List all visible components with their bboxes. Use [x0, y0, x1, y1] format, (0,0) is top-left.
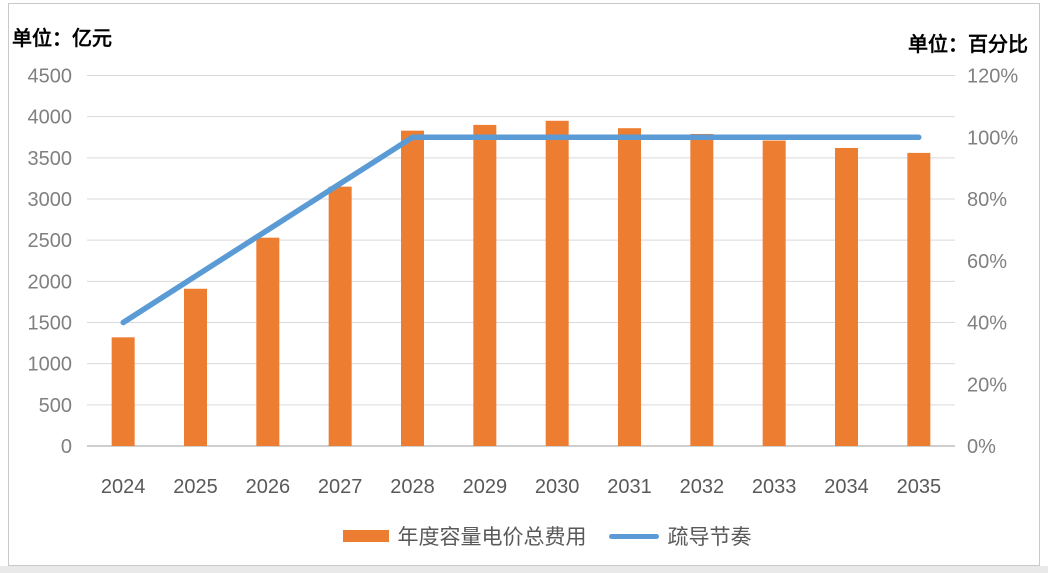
bar-2027 — [328, 186, 352, 446]
left-axis-tick-label: 0 — [61, 436, 72, 458]
x-axis-label: 2031 — [607, 476, 652, 498]
bar-2025 — [184, 288, 207, 446]
left-axis-tick-label: 3500 — [28, 148, 73, 170]
x-axis-label: 2024 — [101, 476, 146, 498]
x-axis-label: 2027 — [318, 476, 363, 498]
right-axis-tick-label: 20% — [967, 374, 1007, 396]
right-axis-tick-label: 60% — [967, 251, 1007, 273]
left-axis-unit-title: 单位：亿元 — [12, 28, 112, 50]
bar-2029 — [473, 124, 497, 447]
chart-legend: 年度容量电价总费用 疏导节奏 — [0, 521, 1048, 551]
bar-2026 — [256, 237, 280, 446]
right-axis-unit-title: 单位：百分比 — [908, 34, 1028, 56]
left-axis-tick-label: 500 — [39, 395, 72, 417]
right-axis-tick-label: 40% — [967, 313, 1007, 335]
x-axis-label: 2030 — [535, 476, 580, 498]
line-series-swatch — [608, 533, 659, 539]
left-axis-tick-label: 1000 — [28, 354, 73, 376]
left-axis-tick-label: 1500 — [28, 313, 73, 335]
bar-series-label: 年度容量电价总费用 — [397, 526, 587, 549]
bar-series-swatch — [342, 530, 389, 542]
bar-2030 — [545, 120, 569, 447]
bar-2033 — [762, 140, 786, 446]
left-axis-tick-label: 4500 — [28, 66, 73, 88]
bar-2032 — [690, 133, 714, 446]
pace-line — [120, 134, 922, 326]
legend-item-bar-series: 年度容量电价总费用 — [342, 521, 587, 551]
x-axis-label: 2026 — [246, 476, 291, 498]
right-axis-tick-label: 0% — [967, 436, 996, 458]
x-axis-label: 2028 — [390, 476, 435, 498]
left-axis-tick-label: 4000 — [28, 107, 73, 129]
x-axis-label: 2025 — [173, 476, 218, 498]
left-axis-tick-label: 2000 — [28, 271, 73, 293]
line-series-label: 疏导节奏 — [667, 526, 752, 549]
bottom-shadow-strip — [0, 566, 1048, 573]
bar-2035 — [907, 152, 931, 447]
right-axis-tick-label: 80% — [967, 189, 1007, 211]
right-axis-tick-label: 120% — [967, 66, 1018, 88]
right-axis-tick-label: 100% — [967, 127, 1018, 149]
x-axis-label: 2035 — [897, 476, 942, 498]
bar-2028 — [401, 130, 424, 446]
left-axis-tick-label: 3000 — [28, 189, 73, 211]
bar-2034 — [835, 147, 858, 446]
x-axis-label: 2033 — [752, 476, 797, 498]
x-axis-label: 2032 — [680, 476, 725, 498]
x-axis-label: 2029 — [463, 476, 508, 498]
x-axis-label: 2034 — [824, 476, 869, 498]
legend-item-line-series: 疏导节奏 — [608, 521, 752, 551]
bar-2031 — [618, 128, 641, 446]
left-axis-tick-label: 2500 — [28, 230, 73, 252]
bar-2024 — [111, 337, 135, 446]
